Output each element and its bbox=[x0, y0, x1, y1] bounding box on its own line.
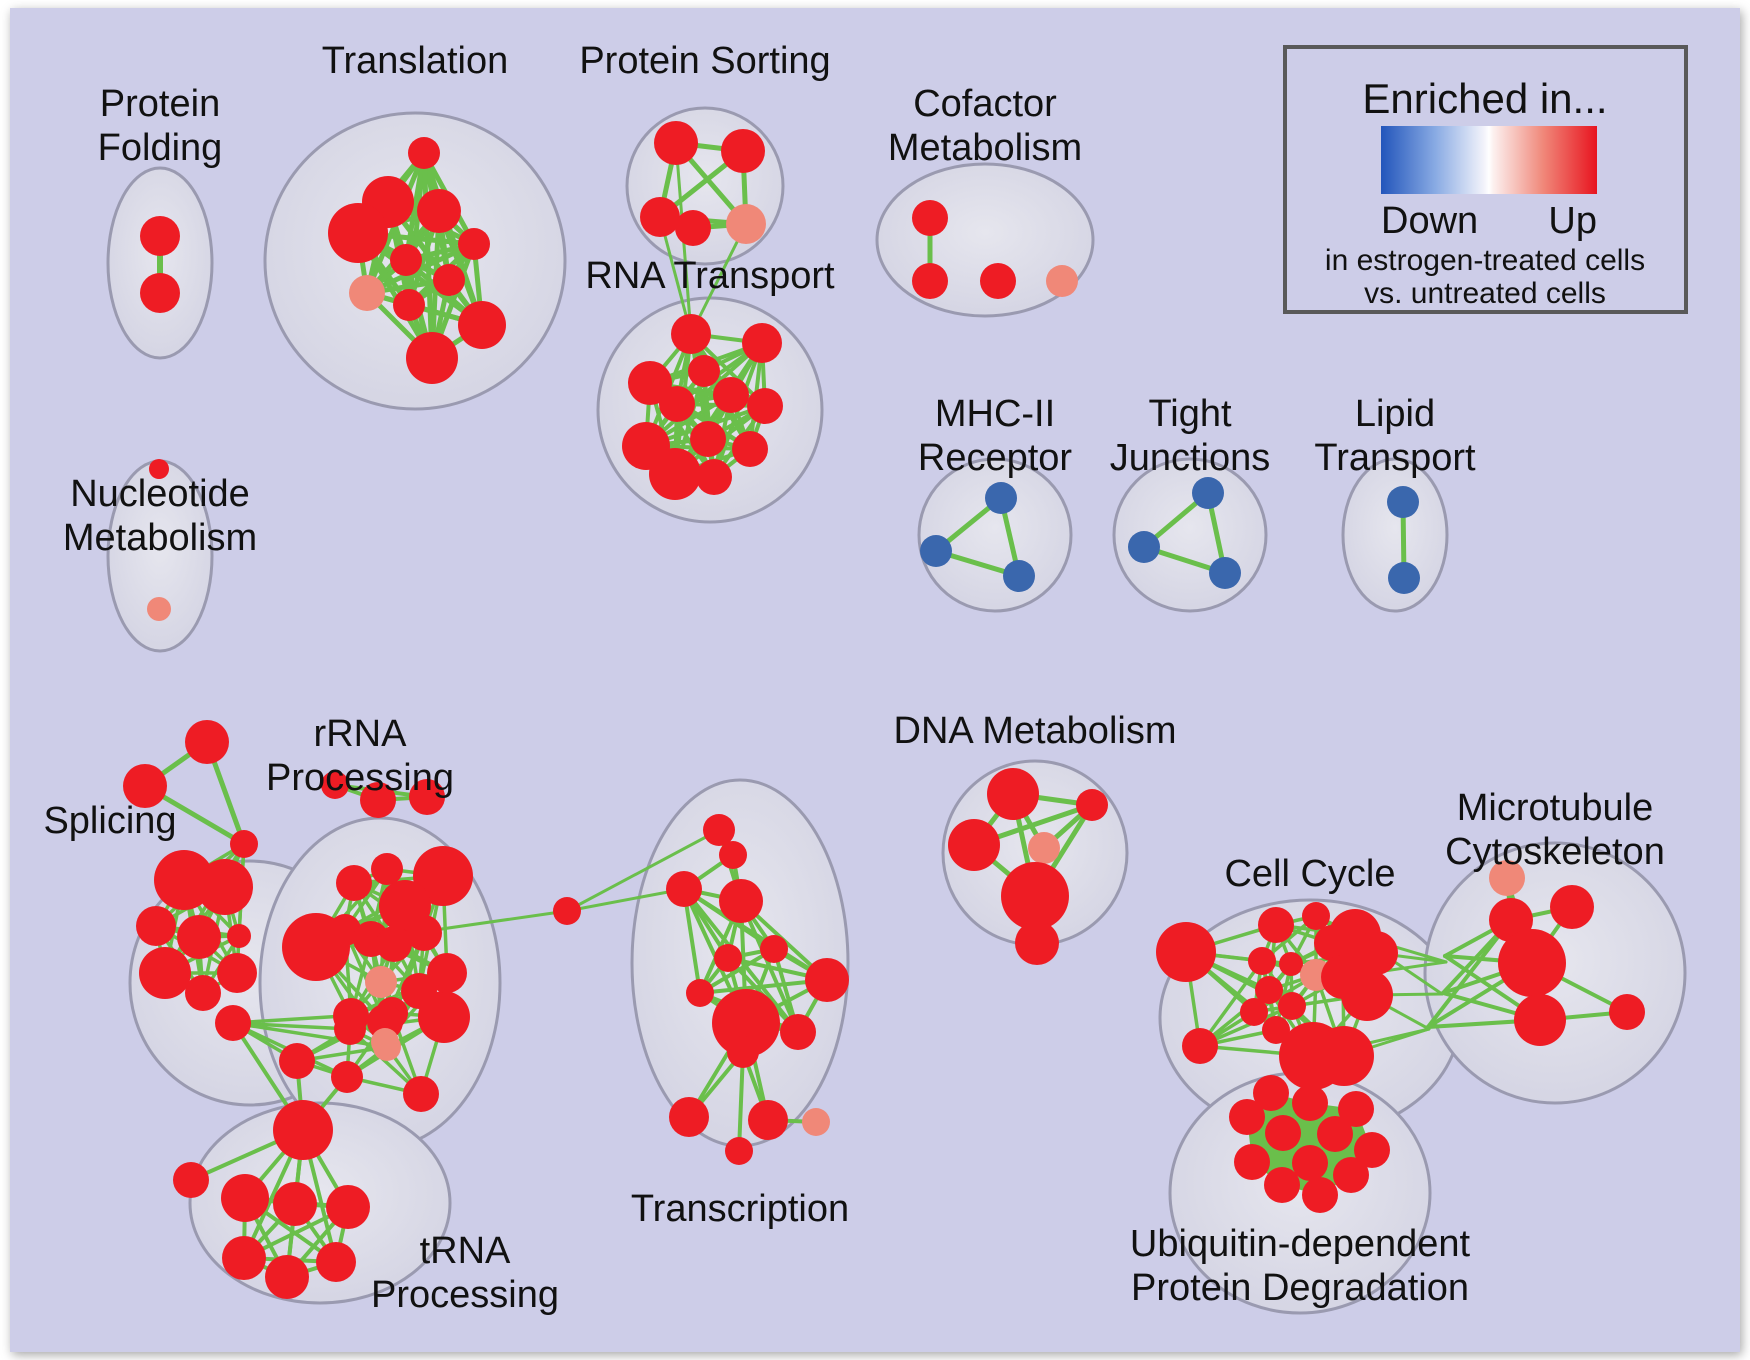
svg-text:Down: Down bbox=[1381, 200, 1478, 242]
svg-text:Translation: Translation bbox=[322, 40, 509, 82]
svg-text:tRNA: tRNA bbox=[420, 1230, 511, 1272]
svg-text:Ubiquitin-dependent: Ubiquitin-dependent bbox=[1130, 1223, 1471, 1265]
svg-text:Processing: Processing bbox=[266, 757, 454, 799]
svg-text:Tight: Tight bbox=[1148, 393, 1232, 435]
svg-text:Folding: Folding bbox=[98, 127, 223, 169]
svg-text:Cofactor: Cofactor bbox=[913, 83, 1057, 125]
svg-text:Cell Cycle: Cell Cycle bbox=[1224, 853, 1395, 895]
svg-text:Processing: Processing bbox=[371, 1274, 559, 1316]
svg-text:Transport: Transport bbox=[1314, 437, 1476, 479]
svg-text:in estrogen-treated cells: in estrogen-treated cells bbox=[1325, 244, 1645, 277]
svg-text:Nucleotide: Nucleotide bbox=[70, 473, 250, 515]
svg-text:Receptor: Receptor bbox=[918, 437, 1073, 479]
svg-text:Microtubule: Microtubule bbox=[1457, 787, 1653, 829]
svg-text:Protein Sorting: Protein Sorting bbox=[579, 40, 830, 82]
svg-text:Protein: Protein bbox=[100, 83, 220, 125]
svg-text:Transcription: Transcription bbox=[631, 1188, 849, 1230]
svg-text:Junctions: Junctions bbox=[1110, 437, 1271, 479]
svg-text:Enriched in...: Enriched in... bbox=[1362, 75, 1607, 122]
svg-text:vs. untreated cells: vs. untreated cells bbox=[1364, 277, 1606, 310]
svg-text:Lipid: Lipid bbox=[1355, 393, 1435, 435]
svg-text:Metabolism: Metabolism bbox=[63, 517, 257, 559]
svg-text:Up: Up bbox=[1548, 200, 1597, 242]
svg-text:RNA Transport: RNA Transport bbox=[585, 255, 835, 297]
svg-text:Cytoskeleton: Cytoskeleton bbox=[1445, 831, 1665, 873]
svg-text:DNA Metabolism: DNA Metabolism bbox=[894, 710, 1177, 752]
svg-text:Metabolism: Metabolism bbox=[888, 127, 1082, 169]
svg-text:Splicing: Splicing bbox=[43, 800, 176, 842]
svg-text:MHC-II: MHC-II bbox=[935, 393, 1055, 435]
svg-text:rRNA: rRNA bbox=[314, 713, 408, 755]
svg-text:Protein Degradation: Protein Degradation bbox=[1131, 1267, 1469, 1309]
